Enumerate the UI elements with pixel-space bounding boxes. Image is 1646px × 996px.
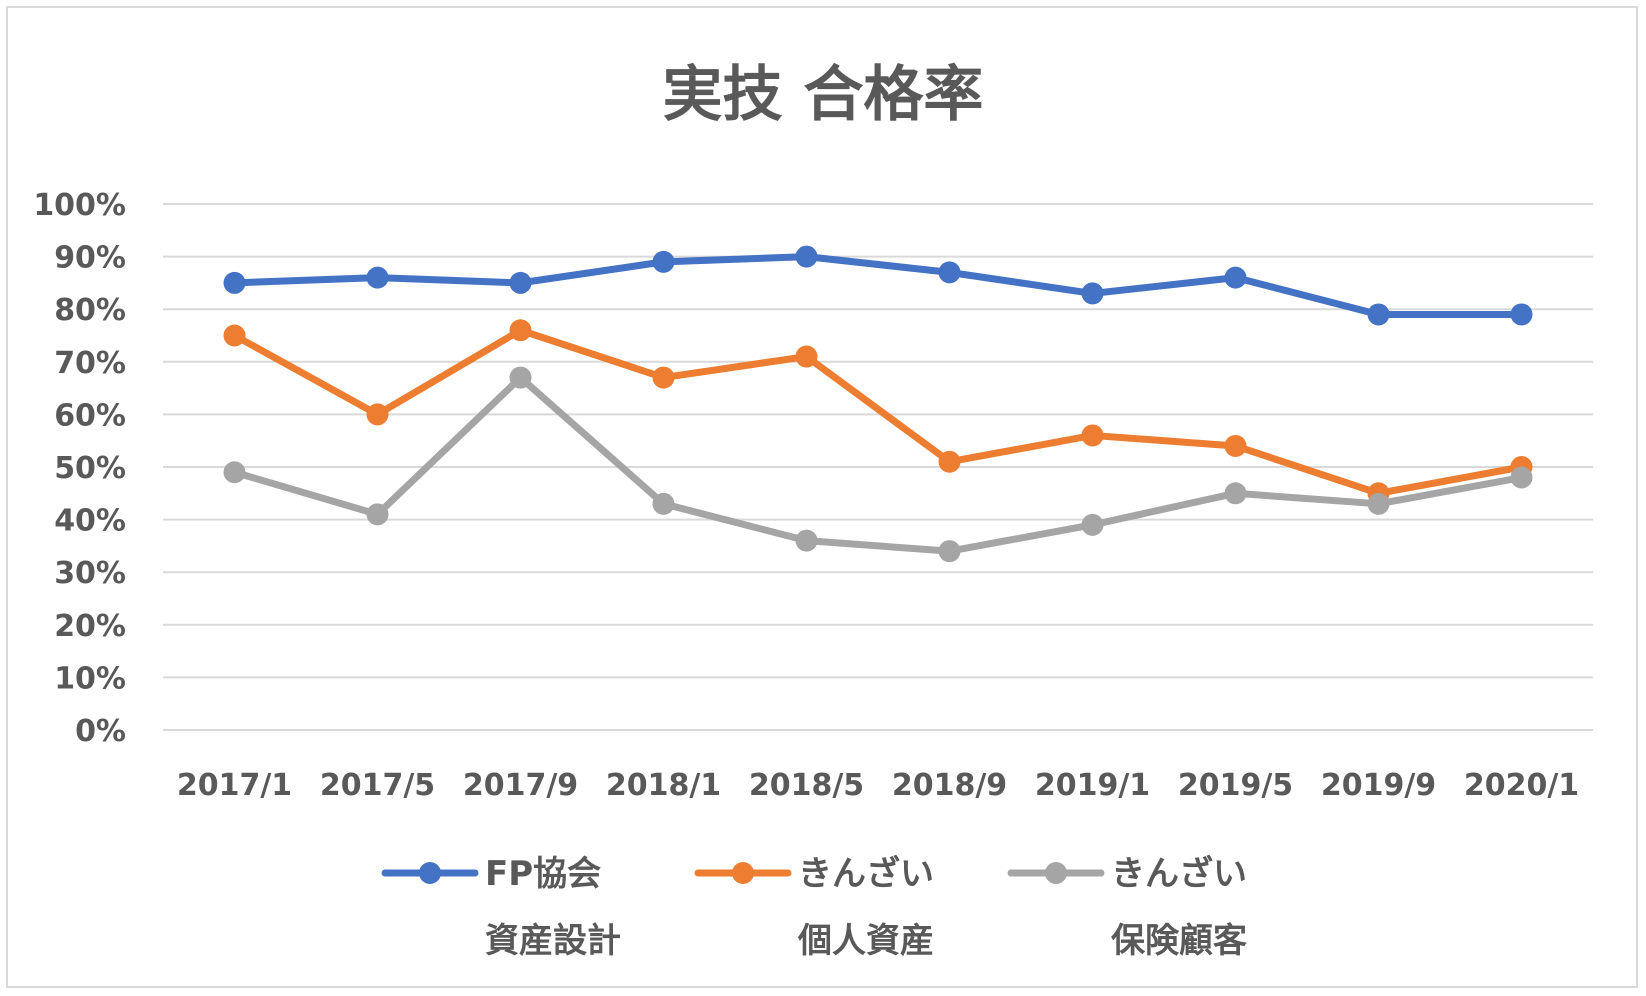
x-tick-label: 2019/9 [1321,768,1436,803]
data-point [1224,434,1247,457]
data-point [795,345,818,368]
data-point [366,266,389,289]
data-point [366,503,389,526]
data-point [223,271,246,294]
data-point [1081,282,1104,305]
series-3 [223,366,1533,563]
legend-label: 個人資産 [797,921,934,961]
legend-label: きんざい [1111,854,1247,894]
x-tick-label: 2017/9 [463,768,578,803]
x-tick-label: 2019/5 [1178,768,1293,803]
x-tick-label: 2018/5 [749,768,864,803]
y-tick-label: 70% [54,346,126,381]
gridlines [163,203,1593,731]
data-point [1367,492,1390,515]
series-line [231,374,1525,555]
y-tick-label: 10% [54,661,126,696]
legend-marker [1045,862,1067,884]
x-tick-label: 2020/1 [1464,768,1579,803]
legend-marker [419,862,441,884]
data-point [223,461,246,484]
y-tick-label: 60% [54,398,126,433]
y-tick-label: 40% [54,504,126,539]
data-point [938,540,961,563]
y-tick-label: 80% [54,293,126,328]
x-axis-ticks: 2017/1 2017/5 2017/9 2018/1 2018/5 2018/9 2019… [177,768,1579,803]
data-point [652,366,675,389]
data-point [1510,303,1533,326]
data-point [509,319,532,342]
data-point [223,324,246,347]
data-point [795,245,818,268]
chart-title: 実技 合格率 [663,60,984,130]
data-point [652,250,675,273]
data-point [1510,466,1533,489]
data-point [1081,424,1104,447]
y-tick-label: 90% [54,241,126,276]
y-tick-label: 30% [54,556,126,591]
legend-label: 資産設計 [485,921,621,961]
data-point [1224,266,1247,289]
x-tick-label: 2018/1 [606,768,721,803]
data-point [509,271,532,294]
data-point [652,492,675,515]
y-tick-label: 50% [54,451,126,486]
series-line [231,326,1525,497]
data-point [938,450,961,473]
data-point [509,366,532,389]
data-point [1224,482,1247,505]
chart-frame [6,6,1638,988]
series-1 [223,245,1533,326]
data-point [1367,303,1390,326]
y-tick-label: 0% [75,714,126,749]
y-tick-label: 100% [33,188,126,223]
legend-label: 保険顧客 [1111,921,1247,961]
y-axis-ticks: 0% 10% 20% 30% 40% 50% 60% 70% 80% 90% 100% [33,188,126,749]
data-point [1081,513,1104,536]
series-group [223,245,1533,563]
legend-label: FP協会 [485,854,601,894]
x-tick-label: 2017/1 [177,768,292,803]
data-point [795,529,818,552]
x-tick-label: 2017/5 [320,768,435,803]
y-tick-label: 20% [54,609,126,644]
data-point [938,261,961,284]
data-point [366,403,389,426]
legend-marker [732,862,754,884]
series-line [231,253,1525,318]
x-tick-label: 2018/9 [892,768,1007,803]
legend-label: きんざい [798,854,934,894]
x-tick-label: 2019/1 [1035,768,1150,803]
